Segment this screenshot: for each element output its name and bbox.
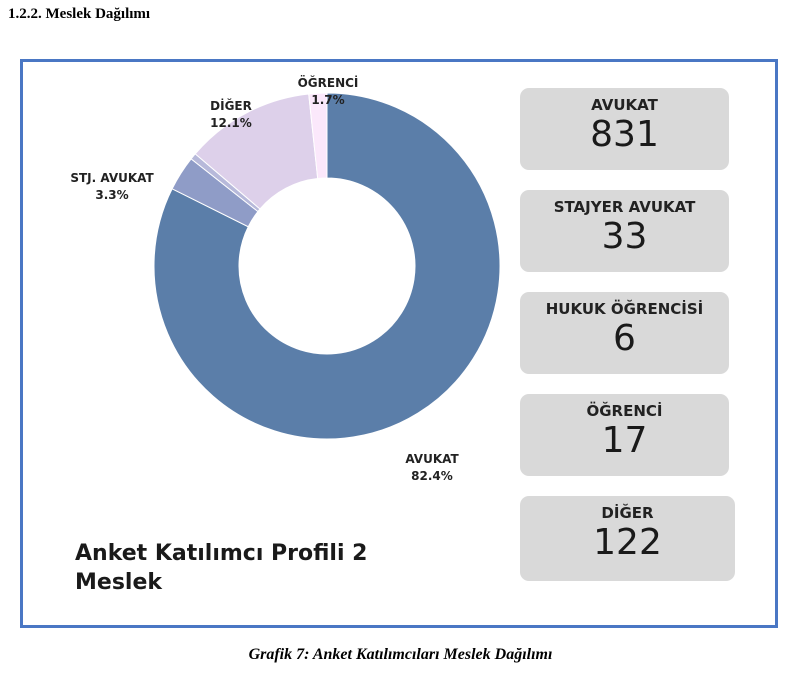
stat-card-label: ÖĞRENCİ (586, 402, 663, 420)
stat-card-value: 17 (601, 420, 648, 461)
stat-card-label: HUKUK ÖĞRENCİSİ (545, 300, 704, 318)
stat-card-value: 33 (601, 216, 648, 257)
slice-label-name: ÖĞRENCİ (298, 75, 359, 90)
slice-label-percent: 3.3% (95, 188, 128, 202)
slice-label-percent: 1.7% (311, 93, 344, 107)
stat-card-value: 831 (590, 114, 659, 155)
slice-label-percent: 12.1% (210, 116, 252, 130)
stat-card-avukat: AVUKAT 831 (520, 88, 729, 170)
stat-card-stajyer-avukat: STAJYER AVUKAT 33 (520, 190, 729, 272)
chart-title: Anket Katılımcı Profili 2 Meslek (75, 541, 368, 595)
slice-label-name: STJ. AVUKAT (70, 171, 154, 185)
stat-card-hukuk-ogrencisi: HUKUK ÖĞRENCİSİ 6 (520, 292, 729, 374)
infographic-frame: AVUKAT 82.4% STJ. AVUKAT 3.3% DİĞER 12.1% ÖĞRE… (20, 59, 778, 628)
section-heading: 1.2.2. Meslek Dağılımı (8, 6, 151, 22)
donut-slice--renci- (308, 92, 328, 180)
stat-card-label: STAJYER AVUKAT (553, 198, 696, 216)
stat-card-label: AVUKAT (591, 96, 658, 114)
stat-card-ogrenci: ÖĞRENCİ 17 (520, 394, 729, 476)
stat-card-label: DİĞER (601, 504, 654, 522)
donut-slice-avukat (153, 92, 501, 440)
stat-card-value: 6 (613, 318, 636, 359)
donut-chart: AVUKAT 82.4% STJ. AVUKAT 3.3% DİĞER 12.1% ÖĞRE… (70, 75, 501, 483)
figure-caption: Grafik 7: Anket Katılımcıları Meslek Dağ… (248, 646, 553, 663)
stat-card-value: 122 (593, 522, 662, 563)
stat-card-diger: DİĞER 122 (520, 496, 735, 581)
slice-label-name: DİĞER (210, 98, 252, 113)
slice-label-name: AVUKAT (405, 452, 459, 466)
slice-label-percent: 82.4% (411, 469, 453, 483)
